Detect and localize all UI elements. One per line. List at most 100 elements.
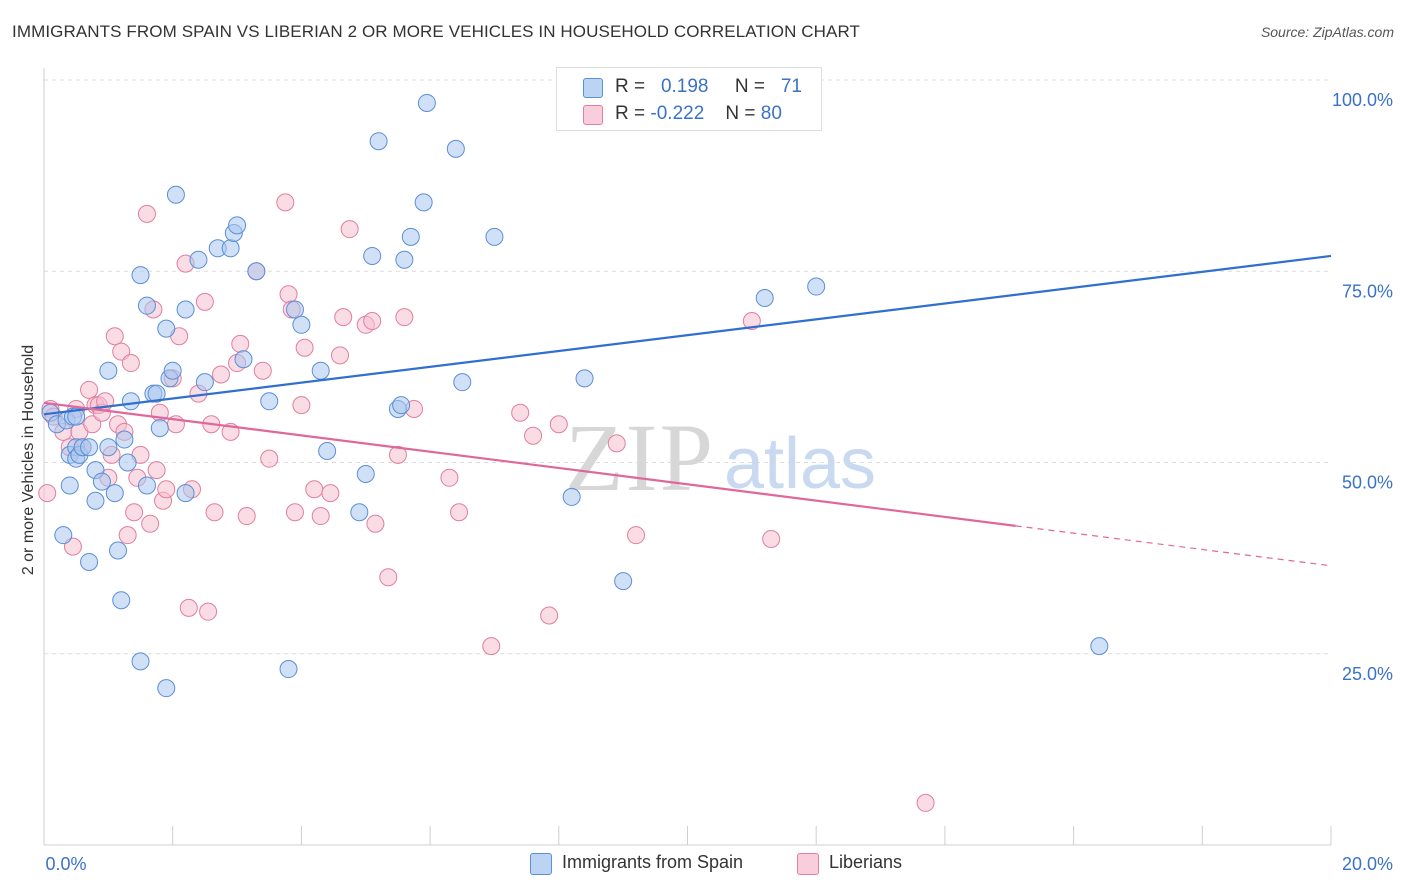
source-note: Source: ZipAtlas.com (1260, 24, 1394, 40)
liberian-swatch (583, 105, 603, 125)
chart-title: IMMIGRANTS FROM SPAIN VS LIBERIAN 2 OR M… (12, 22, 861, 41)
liberian-point (762, 530, 781, 548)
spain-point (157, 679, 176, 698)
liberian-point (141, 514, 160, 533)
spain-point (285, 300, 304, 319)
spain-trend-line (43, 254, 1332, 416)
spain-point (363, 246, 382, 265)
spain-point (137, 296, 156, 315)
tick-labels: 25.0% 50.0% 75.0% 100.0% 0.0% 20.0% (45, 90, 1393, 874)
liberian-point (321, 484, 340, 503)
liberian-point (105, 327, 124, 346)
spain-point (118, 453, 137, 472)
spain-point (105, 484, 124, 503)
liberian-point (395, 308, 414, 327)
liberian-point (205, 503, 224, 522)
spain-point (221, 239, 240, 258)
liberian-point (549, 415, 568, 434)
liberian-point (285, 503, 304, 522)
liberian-point (524, 426, 543, 445)
spain-point (189, 250, 208, 269)
spain-point (575, 369, 594, 388)
spain-point (109, 541, 128, 560)
spain-r-value: 0.198 (660, 76, 709, 97)
liberian-point (340, 220, 359, 239)
spain-point (195, 373, 214, 392)
liberian-point (292, 396, 311, 415)
spain-point (131, 652, 150, 671)
spain-point (176, 484, 195, 503)
spain-point (166, 185, 185, 204)
spain-point (115, 430, 134, 449)
spain-point (80, 438, 99, 457)
liberian-point (916, 793, 935, 812)
y-tick-label: 25.0% (1342, 664, 1393, 684)
spain-point (121, 392, 140, 411)
y-tick-label: 75.0% (1342, 281, 1393, 301)
liberian-point (607, 434, 626, 453)
legend-n-label: N = (725, 103, 756, 124)
spain-point (157, 319, 176, 338)
spain-point (614, 572, 633, 591)
spain-point (54, 526, 73, 545)
liberian-point (137, 204, 156, 223)
legend-r-label: R = (615, 103, 646, 124)
liberian-point (157, 480, 176, 499)
liberian-point (83, 415, 102, 434)
liberian-point (199, 602, 218, 621)
spain-point (260, 392, 279, 411)
spain-swatch (583, 78, 603, 98)
spain-point (755, 289, 774, 308)
liberian-point (253, 361, 272, 380)
liberian-point (440, 468, 459, 487)
spain-point (401, 227, 420, 246)
spain-point (356, 464, 375, 483)
y-tick-label: 50.0% (1342, 473, 1393, 493)
axes (43, 68, 1332, 846)
liberian-point (80, 380, 99, 399)
liberian-point (379, 568, 398, 587)
spain-point (131, 266, 150, 285)
spain-point (350, 503, 369, 522)
spain-point (417, 93, 436, 112)
liberian-point (363, 311, 382, 330)
spain-point (1090, 637, 1109, 656)
spain-point (150, 419, 169, 438)
spain-point (80, 552, 99, 571)
liberian-point (195, 292, 214, 311)
spain-point (234, 350, 253, 369)
spain-point (292, 315, 311, 334)
liberian-point (742, 311, 761, 330)
liberian-trend-line-extension (1015, 525, 1332, 567)
spain-point (67, 407, 86, 426)
trend-lines (43, 254, 1332, 567)
spain-point (86, 491, 105, 510)
spain-point (60, 476, 79, 495)
liberian-point (112, 342, 131, 361)
liberian-point (276, 193, 295, 212)
spain-point (414, 193, 433, 212)
spain-point (562, 487, 581, 506)
liberian-point (366, 514, 385, 533)
spain-point (247, 262, 266, 281)
liberian-point (482, 637, 501, 656)
liberian-point (305, 480, 324, 499)
y-tick-label: 100.0% (1332, 90, 1393, 110)
liberian-point (118, 526, 137, 545)
spain-point (176, 300, 195, 319)
spain-points (41, 93, 1109, 698)
spain-point (369, 132, 388, 151)
liberian-point (334, 308, 353, 327)
liberian-point (331, 346, 350, 365)
stats-legend: R = 0.198 N = 71 R = -0.222 N = 80 (556, 67, 822, 131)
spain-point (137, 476, 156, 495)
liberian-point (627, 526, 646, 545)
spain-point (99, 361, 118, 380)
liberian-point (388, 445, 407, 464)
spain-point (395, 250, 414, 269)
liberian-point (147, 461, 166, 480)
spain-point (279, 660, 298, 679)
spain-point (228, 216, 247, 235)
spain-point (311, 361, 330, 380)
